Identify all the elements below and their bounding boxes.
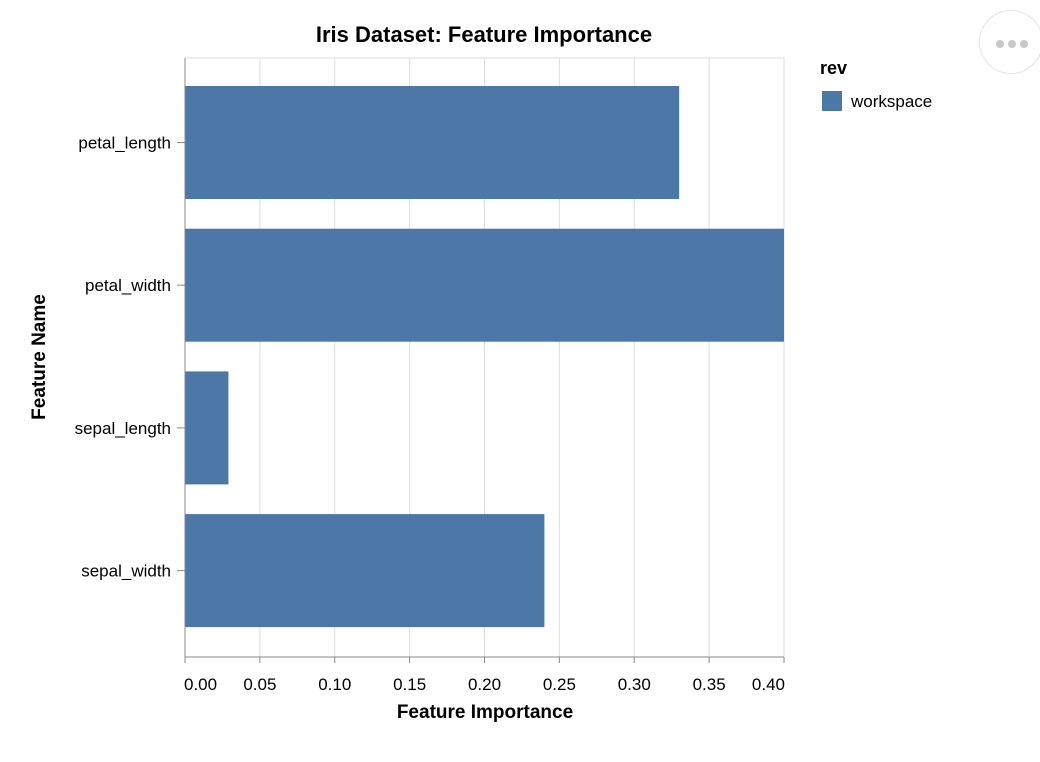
x-tick-label: 0.20 [468,675,501,694]
dot-icon [1020,40,1028,48]
legend-title: rev [820,58,847,78]
y-tick-label: petal_length [78,134,171,153]
actions-menu-button[interactable] [979,10,1040,74]
bar-sepal_length [185,371,229,485]
dot-icon [1008,40,1016,48]
x-axis-title: Feature Importance [397,702,573,723]
y-tick-label: sepal_width [81,562,171,581]
dot-icon [996,40,1004,48]
legend: rev workspace [820,58,932,111]
bar-petal_width [185,228,784,342]
x-tick-label: 0.30 [618,675,651,694]
bar-sepal_width [185,514,545,628]
x-tick-label: 0.25 [543,675,576,694]
legend-label: workspace [850,92,932,111]
y-tick-label: petal_width [85,276,171,295]
x-tick-label: 0.15 [393,675,426,694]
x-tick-label: 0.40 [752,675,785,694]
y-axis-title: Feature Name [29,294,50,420]
x-tick-label: 0.10 [318,675,351,694]
bar-petal_length [185,86,680,199]
y-tick-label: sepal_length [75,419,171,438]
chart-title: Iris Dataset: Feature Importance [316,22,652,47]
x-tick-label: 0.35 [693,675,726,694]
legend-swatch [822,91,842,111]
x-tick-label: 0.05 [243,675,276,694]
x-tick-label: 0.00 [184,675,217,694]
